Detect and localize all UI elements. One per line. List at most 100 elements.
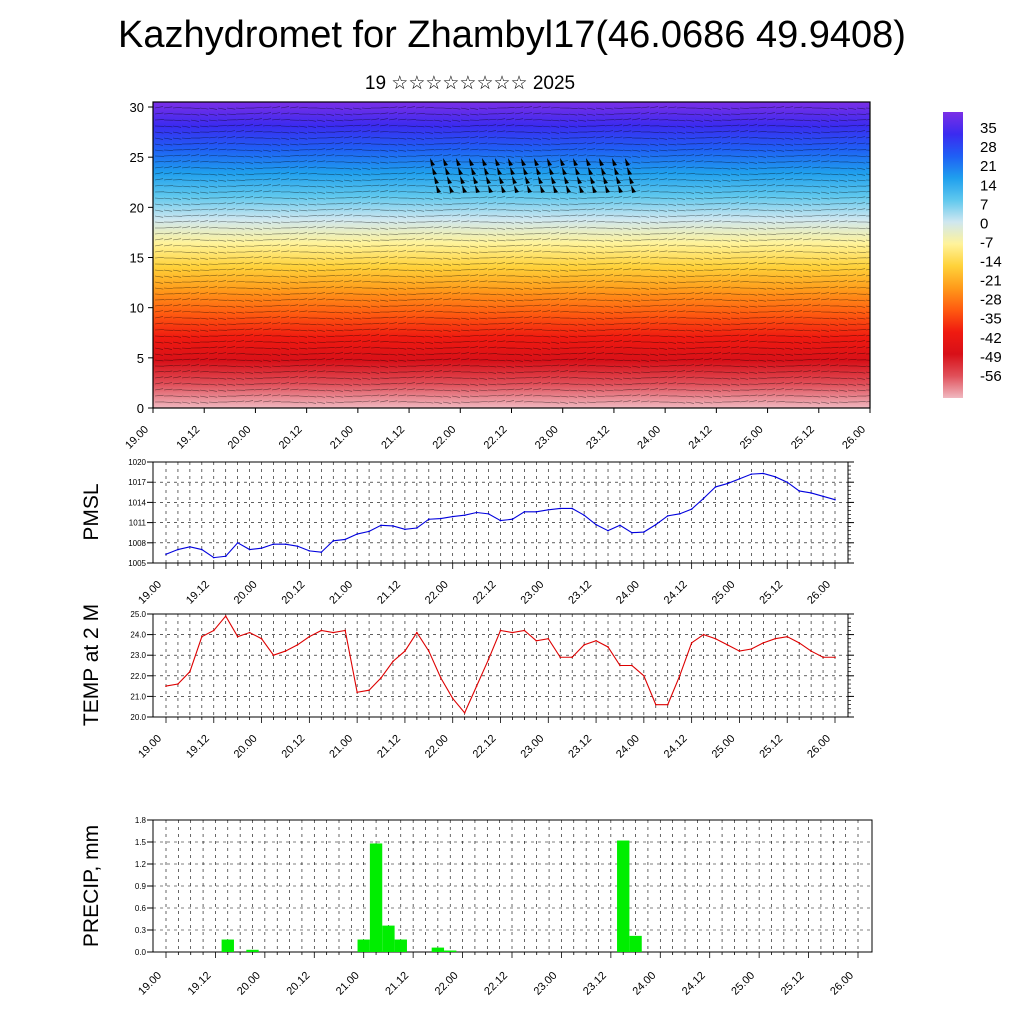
wind-barb	[766, 359, 775, 362]
temp-xtick-label: 23.00	[518, 733, 546, 761]
wind-barb	[505, 184, 515, 187]
wind-barb	[811, 125, 820, 128]
wind-barb	[325, 220, 334, 223]
wind-barb	[199, 383, 209, 386]
wind-barb	[451, 323, 460, 326]
precip-xtick-label: 19.12	[186, 970, 214, 998]
wind-barb	[649, 191, 659, 193]
wind-barb	[865, 209, 870, 211]
wind-barb	[154, 316, 164, 319]
wind-barb	[262, 106, 272, 109]
wind-barb	[334, 311, 344, 314]
wind-barb	[613, 227, 623, 230]
wind-barb	[622, 167, 632, 170]
wind-barb	[784, 244, 793, 247]
wind-barb	[415, 215, 425, 218]
wind-barb	[775, 293, 785, 296]
wind-barb	[775, 143, 784, 146]
wind-barb	[541, 263, 551, 266]
wind-barb	[289, 143, 299, 146]
wind-barb	[514, 149, 523, 152]
wind-barb	[190, 179, 200, 182]
wind-barb	[847, 113, 857, 116]
wind-barb	[820, 185, 830, 188]
wind-barb	[541, 215, 551, 218]
wind-barb	[325, 335, 335, 338]
wind-barb	[406, 359, 416, 362]
wind-barb	[451, 298, 461, 301]
wind-barb	[685, 376, 695, 379]
wind-barb	[514, 287, 523, 290]
wind-barb	[568, 131, 578, 134]
wind-barb	[460, 323, 470, 326]
wind-barb	[748, 328, 758, 331]
wind-barb	[847, 377, 857, 380]
wind-barb	[181, 358, 191, 361]
wind-barb	[496, 268, 506, 271]
wind-barb	[370, 155, 380, 158]
wind-barb	[775, 184, 785, 187]
wind-barb	[820, 335, 830, 338]
wind-barb	[505, 233, 515, 236]
wind-barb	[829, 389, 839, 392]
wind-barb	[163, 310, 172, 313]
wind-barb	[325, 311, 335, 313]
pmsl-point	[487, 513, 490, 515]
wind-barb	[478, 274, 487, 277]
wind-barb	[595, 185, 605, 188]
wind-barb	[514, 365, 524, 368]
pmsl-xtick-label: 24.00	[614, 579, 642, 607]
wind-barb	[235, 293, 245, 296]
wind-barb	[649, 203, 659, 206]
wind-barb	[658, 322, 668, 325]
wind-barb	[181, 335, 190, 338]
wind-barb	[829, 280, 839, 283]
wind-barb	[433, 358, 443, 361]
wind-barb	[343, 208, 352, 211]
precip-bar	[629, 935, 642, 952]
wind-barb	[172, 107, 182, 109]
wind-barb	[154, 238, 164, 241]
wind-barb	[703, 286, 712, 289]
wind-barb	[460, 377, 470, 380]
heat-xtick-label: 25.12	[789, 424, 817, 452]
wind-barb	[784, 335, 794, 337]
wind-barb	[568, 125, 578, 128]
wind-barb	[604, 280, 614, 283]
wind-barb	[667, 281, 677, 284]
wind-barb	[325, 214, 335, 217]
wind-barb	[388, 287, 397, 290]
wind-barb	[307, 160, 316, 163]
wind-barb	[847, 305, 857, 308]
wind-barb	[460, 148, 470, 151]
wind-barb	[505, 377, 515, 379]
wind-barb	[640, 250, 650, 253]
wind-barb	[766, 244, 776, 247]
wind-barb	[244, 161, 253, 164]
wind-barb	[775, 203, 785, 206]
wind-barb	[649, 149, 659, 152]
wind-barb	[550, 238, 560, 241]
wind-barb	[811, 341, 821, 344]
wind-barb	[559, 370, 569, 373]
wind-barb	[361, 173, 371, 176]
wind-barb	[712, 208, 722, 211]
wind-barb	[856, 124, 866, 127]
wind-barb	[676, 160, 686, 163]
wind-barb	[676, 329, 686, 332]
wind-barb	[154, 371, 164, 373]
wind-barb	[595, 395, 605, 398]
wind-barb	[658, 166, 668, 169]
wind-barb	[217, 107, 226, 110]
wind-barb	[334, 142, 343, 145]
wind-barb	[325, 364, 335, 367]
wind-barb	[154, 293, 164, 295]
wind-barb	[847, 202, 857, 205]
wind-barb	[748, 334, 757, 337]
wind-barb	[865, 155, 870, 157]
wind-barb	[406, 257, 416, 259]
wind-barb	[775, 310, 785, 313]
wind-barb	[775, 401, 785, 403]
wind-barb	[856, 173, 866, 176]
wind-barb	[568, 298, 578, 301]
